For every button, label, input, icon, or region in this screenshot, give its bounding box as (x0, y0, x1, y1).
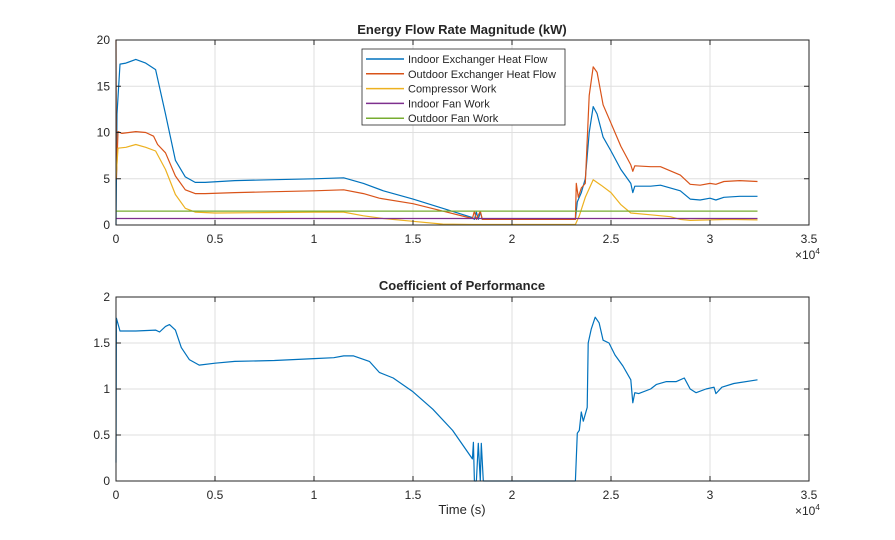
cop-title: Coefficient of Performance (379, 278, 545, 293)
legend-entry-label: Outdoor Exchanger Heat Flow (408, 69, 556, 81)
series-line-compressor-work (115, 143, 758, 226)
series-lines (115, 316, 758, 482)
legend-entry-label: Compressor Work (408, 84, 497, 96)
x-tick-label: 3.5 (801, 488, 818, 502)
x-tick-label: 3.5 (801, 232, 818, 246)
x-tick-label: 3 (707, 232, 714, 246)
x-tick-label: 2.5 (603, 488, 620, 502)
x-exponent-base: ×10 (795, 504, 816, 518)
y-tick-label: 0 (103, 218, 110, 232)
y-tick-label: 1.5 (93, 336, 110, 350)
x-tick-label: 1 (311, 488, 318, 502)
energy-flow-plot: Energy Flow Rate Magnitude (kW) 0 0.5 1 1.5… (97, 22, 821, 262)
y-tick-label: 10 (97, 126, 111, 140)
ticks: 0 0.5 1 1.5 2 2.5 3 3.5 0 0.5 1 1.5 2 (93, 290, 817, 502)
x-tick-label: 1 (311, 232, 318, 246)
x-tick-label: 2.5 (603, 232, 620, 246)
legend: Indoor Exchanger Heat Flow Outdoor Exchan… (361, 48, 566, 126)
cop-plot: Coefficient of Performance 0 0.5 1 1.5 2 2.5 3… (93, 278, 820, 518)
x-exponent-base: ×10 (795, 248, 816, 262)
x-axis-label: Time (s) (438, 502, 485, 517)
y-tick-label: 15 (97, 79, 111, 93)
x-tick-label: 0.5 (207, 232, 224, 246)
x-tick-label: 0.5 (207, 488, 224, 502)
y-tick-label: 20 (97, 33, 111, 47)
series-line-cop (115, 316, 758, 482)
legend-entry-label: Indoor Fan Work (408, 98, 490, 110)
x-tick-label: 0 (113, 488, 120, 502)
y-tick-label: 2 (103, 290, 110, 304)
y-tick-label: 0.5 (93, 428, 110, 442)
ticks: 0 0.5 1 1.5 2 2.5 3 3.5 0 5 10 15 20 (97, 33, 818, 246)
x-exponent-power: 4 (815, 503, 820, 512)
y-tick-label: 1 (103, 382, 110, 396)
y-tick-label: 0 (103, 474, 110, 488)
energy-flow-title: Energy Flow Rate Magnitude (kW) (357, 22, 566, 37)
legend-entry-label: Outdoor Fan Work (408, 113, 499, 125)
legend-box (361, 48, 566, 126)
x-tick-label: 0 (113, 232, 120, 246)
x-tick-label: 2 (509, 232, 516, 246)
x-tick-label: 2 (509, 488, 516, 502)
x-tick-label: 3 (707, 488, 714, 502)
series-line-outdoor-exchanger-heat-flow (115, 39, 758, 220)
y-tick-label: 5 (103, 172, 110, 186)
x-exponent: ×104 (795, 503, 820, 518)
x-tick-label: 1.5 (405, 488, 422, 502)
x-tick-label: 1.5 (405, 232, 422, 246)
x-exponent: ×104 (795, 247, 820, 262)
grid (116, 297, 809, 481)
x-exponent-power: 4 (815, 247, 820, 256)
legend-entry-label: Indoor Exchanger Heat Flow (408, 54, 547, 66)
series-lines (115, 39, 758, 226)
